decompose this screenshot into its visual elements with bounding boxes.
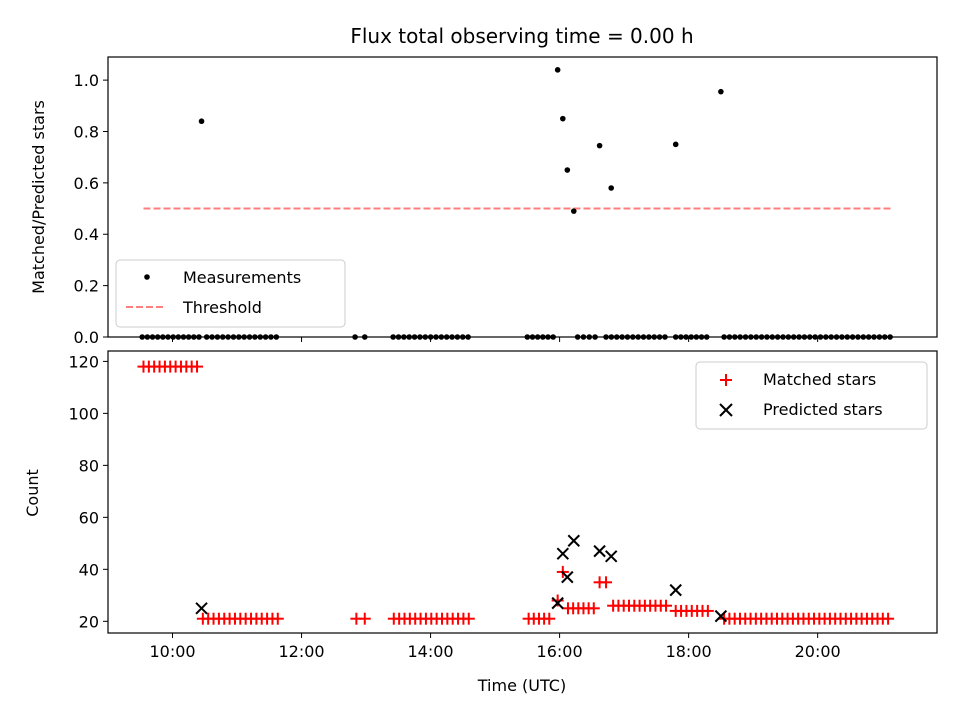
bottom-legend-box (695, 361, 928, 430)
measurement-point (608, 185, 615, 191)
bottom-y-tick-label: 40 (79, 560, 99, 579)
bottom-y-tick-label: 60 (79, 508, 99, 527)
measurement-point (596, 142, 603, 149)
top-y-tick-label: 1.0 (74, 71, 99, 90)
bottom-x-tick-label: 14:00 (408, 642, 454, 661)
matched-star-point (358, 612, 371, 625)
bottom-x-tick-label: 18:00 (666, 642, 712, 661)
bottom-y-tick-label: 20 (79, 612, 99, 631)
matched-star-point (660, 599, 673, 612)
top-plot-frame (107, 56, 938, 338)
bottom-x-tick-label: 10:00 (149, 642, 195, 661)
predicted-star-point (561, 570, 574, 584)
top-y-tick-label: 0.2 (74, 277, 99, 296)
x-axis-label: Time (UTC) (477, 676, 566, 695)
top-legend: Measurements Threshold (115, 259, 346, 328)
top-legend-box (115, 259, 346, 328)
matched-star-point (462, 612, 475, 625)
measurement-point (718, 88, 724, 95)
predicted-star-point (604, 550, 618, 563)
bottom-y-tick-label: 80 (79, 456, 99, 475)
legend-measurements-label: Measurements (183, 268, 301, 287)
legend-threshold-label: Threshold (182, 298, 262, 317)
top-y-tick-label: 0.0 (74, 328, 99, 347)
top-y-axis-label: Matched/Predicted stars (29, 100, 48, 294)
legend-matched-marker (720, 374, 732, 386)
predicted-star-point (567, 534, 580, 547)
matched-star-point (587, 602, 600, 615)
flux-ratio-panel: Flux total observing time = 0.00 h Match… (29, 24, 938, 347)
legend-predicted-label: Predicted stars (763, 400, 883, 419)
matched-star-point (600, 576, 613, 589)
measurement-point (564, 167, 571, 173)
bottom-x-tick-label: 12:00 (278, 642, 324, 661)
predicted-star-point (195, 602, 208, 615)
bottom-y-tick-label: 120 (68, 352, 99, 371)
bottom-y-axis-label: Count (23, 469, 42, 517)
top-y-tick-label: 0.4 (74, 225, 99, 244)
bottom-y-tick-label: 100 (68, 404, 99, 423)
measurement-point (672, 141, 679, 148)
matched-star-point (271, 612, 284, 625)
measurement-point (570, 208, 577, 214)
star-count-panel: Count Time (UTC) 20 40 60 80 100 120 10:00 12:… (23, 350, 938, 695)
measurement-point (560, 115, 566, 122)
predicted-star-point (556, 547, 570, 560)
top-y-tick-label: 0.8 (74, 122, 99, 141)
legend-predicted-marker (719, 403, 733, 417)
predicted-star-point (714, 609, 728, 623)
bottom-x-tick-label: 20:00 (795, 642, 841, 661)
matched-star-point (701, 604, 714, 617)
chart-title: Flux total observing time = 0.00 h (350, 24, 693, 48)
bottom-legend: Matched stars Predicted stars (695, 361, 928, 430)
top-y-tick-label: 0.6 (74, 174, 99, 193)
matched-star-point (882, 612, 895, 625)
matched-star-point (191, 360, 204, 373)
bottom-x-tick-label: 16:00 (537, 642, 583, 661)
measurement-point (554, 67, 561, 73)
measurement-point (198, 118, 205, 125)
legend-matched-label: Matched stars (763, 370, 876, 389)
legend-measurements-marker (144, 274, 150, 280)
matched-star-point (543, 612, 556, 625)
predicted-star-point (593, 544, 606, 558)
bottom-plot-frame (107, 350, 938, 634)
predicted-star-point (551, 596, 564, 610)
predicted-star-point (669, 583, 682, 597)
